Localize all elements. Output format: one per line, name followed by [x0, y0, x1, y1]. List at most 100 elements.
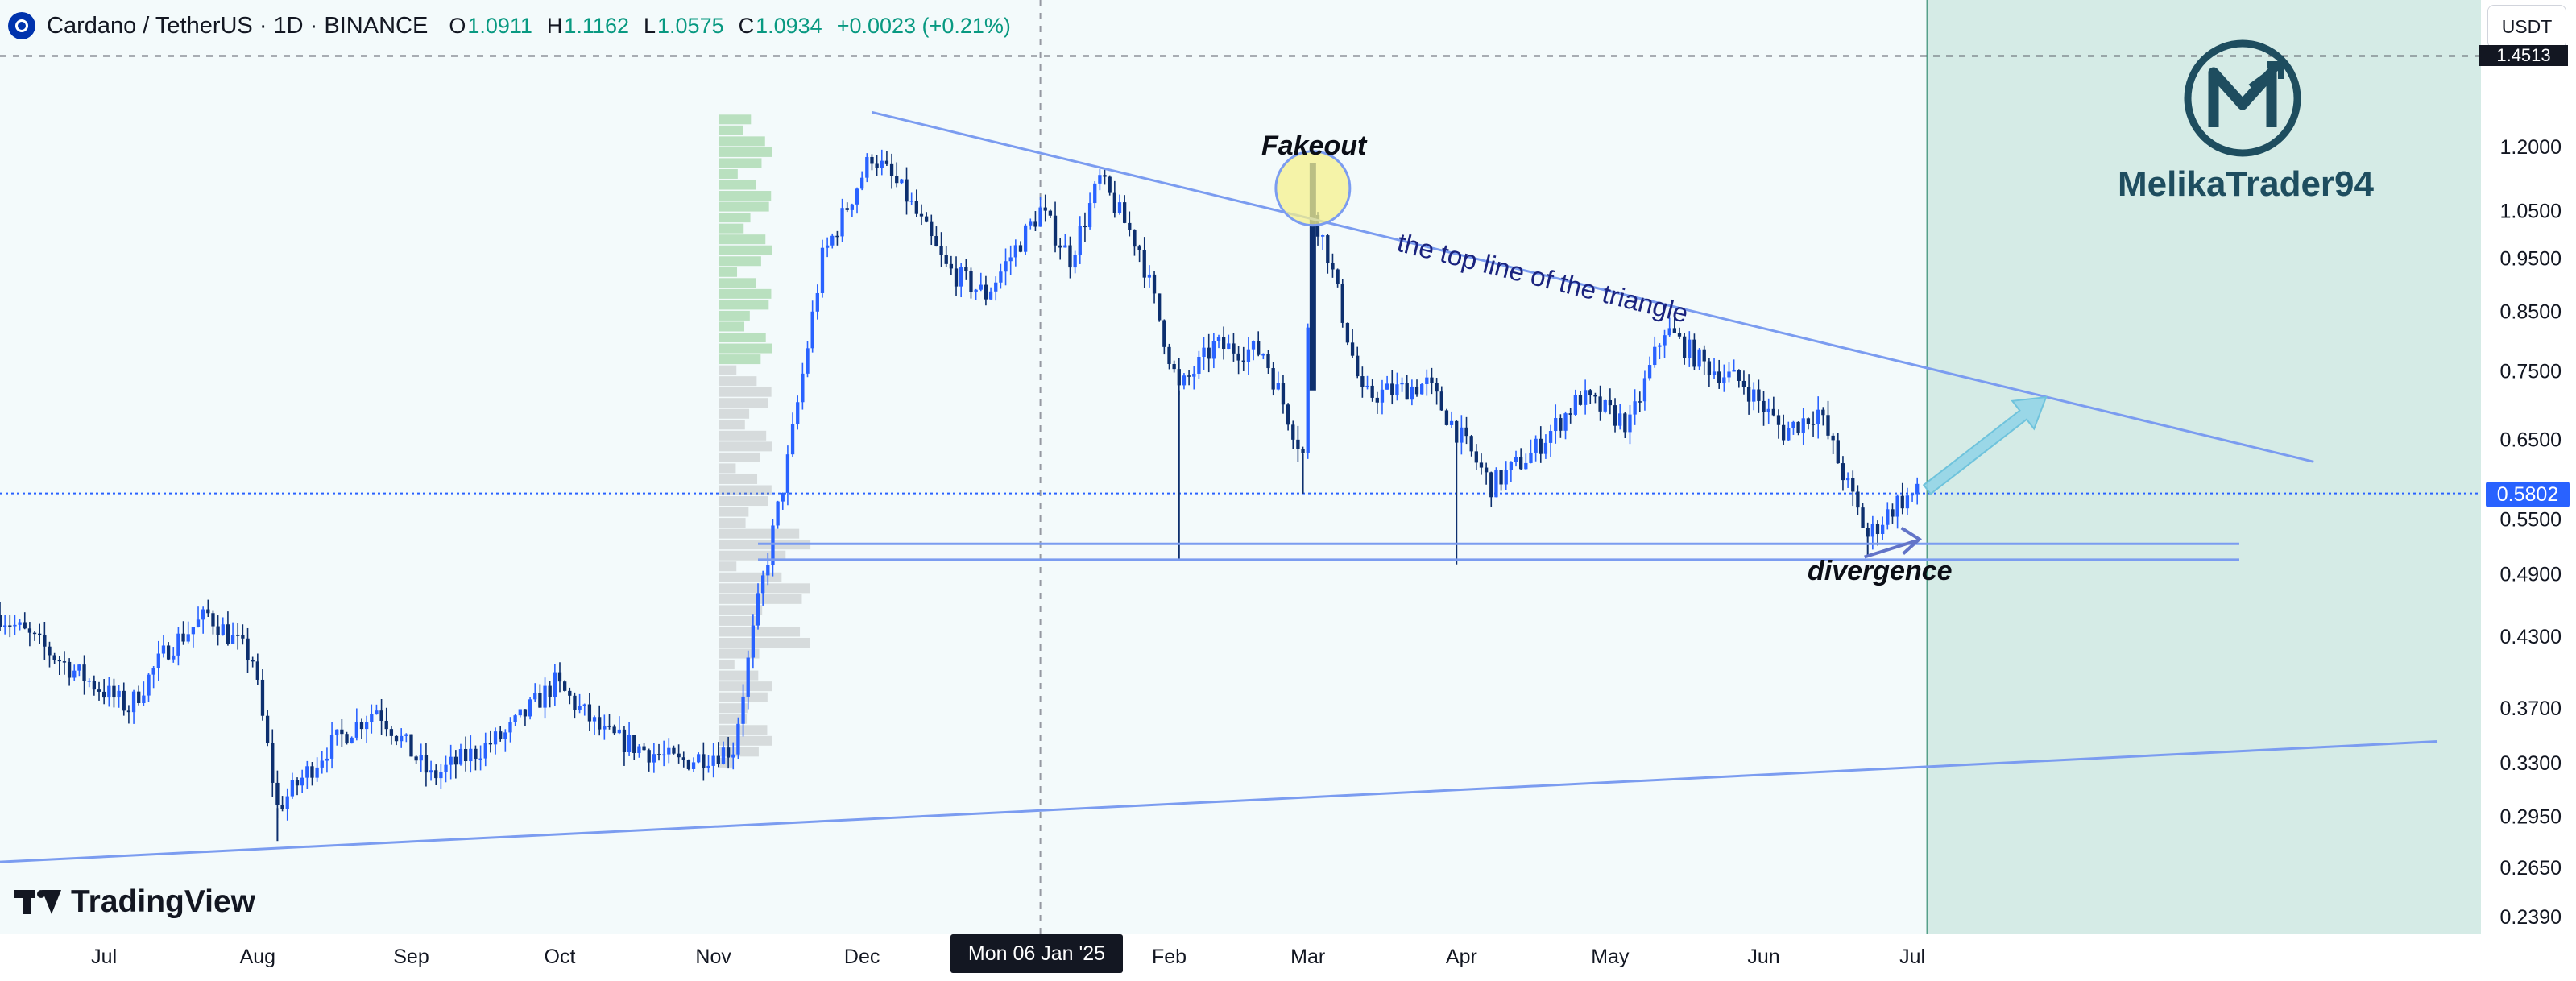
- candle: [1712, 358, 1717, 379]
- candle: [1638, 391, 1642, 412]
- candle: [1608, 388, 1613, 415]
- candle: [1048, 209, 1053, 218]
- candle-body: [429, 770, 433, 773]
- candle: [702, 742, 706, 781]
- low-key: L: [643, 13, 656, 38]
- candle: [1430, 367, 1434, 395]
- currency-button[interactable]: USDT: [2487, 5, 2566, 48]
- candle-body: [1227, 343, 1231, 350]
- candle-body: [156, 653, 160, 668]
- symbol-title[interactable]: Cardano / TetherUS · 1D · BINANCE: [47, 12, 429, 39]
- candle-body: [538, 693, 542, 708]
- candle: [785, 445, 790, 506]
- candle-body: [1236, 353, 1240, 361]
- candle: [840, 198, 844, 242]
- candle-body: [1732, 370, 1736, 372]
- candle-body: [686, 760, 691, 769]
- candle: [1221, 326, 1226, 360]
- candle: [1232, 333, 1236, 362]
- candle: [865, 153, 869, 183]
- price-tick-label: 0.3300: [2500, 752, 2562, 775]
- candle: [0, 602, 2, 631]
- candle: [1464, 416, 1468, 445]
- volume-profile-bar: [719, 343, 772, 354]
- candle-body: [1058, 245, 1062, 248]
- candle-body: [751, 625, 756, 658]
- candle: [697, 752, 701, 764]
- candle-body: [830, 235, 835, 246]
- candle-body: [914, 201, 918, 214]
- candle: [1499, 470, 1503, 491]
- candle-body: [404, 734, 408, 736]
- candle-body: [226, 624, 230, 644]
- candle: [612, 724, 616, 735]
- candle: [578, 693, 582, 714]
- candle: [1821, 407, 1825, 426]
- candle: [1771, 396, 1775, 417]
- candle-body: [1128, 222, 1132, 230]
- close-value: 1.0934: [756, 13, 822, 38]
- candle: [810, 300, 814, 353]
- candle-body: [934, 236, 938, 246]
- candle-body: [1647, 365, 1652, 379]
- volume-profile-bar: [719, 507, 749, 517]
- candle-body: [18, 622, 22, 625]
- volume-profile-bar: [719, 376, 757, 387]
- candle: [1845, 472, 1850, 488]
- candle-body: [1529, 452, 1533, 463]
- candle-body: [1578, 395, 1583, 405]
- candle-body: [1326, 235, 1330, 263]
- volume-profile-bar: [719, 125, 743, 135]
- candle-body: [290, 780, 295, 797]
- candle: [350, 736, 354, 744]
- candle: [1781, 414, 1786, 445]
- candle-body: [1444, 410, 1449, 425]
- candle: [335, 729, 339, 746]
- candle-body: [672, 747, 676, 754]
- candle: [255, 653, 259, 685]
- candle-body: [895, 176, 899, 184]
- candle: [939, 232, 943, 267]
- candle: [557, 662, 562, 693]
- candle: [1207, 333, 1211, 373]
- candle: [236, 623, 240, 650]
- candle-body: [1336, 269, 1340, 284]
- candle-body: [305, 766, 309, 778]
- candle-body: [400, 735, 404, 742]
- candle: [528, 697, 532, 720]
- candle-body: [1851, 478, 1855, 492]
- candle: [1108, 175, 1112, 196]
- candle: [340, 719, 344, 747]
- candle-body: [1013, 245, 1017, 258]
- candle-body: [345, 734, 349, 744]
- candle-body: [1791, 421, 1795, 428]
- candle-body: [508, 722, 512, 733]
- time-tick-label: Oct: [545, 946, 576, 968]
- candle: [731, 742, 735, 770]
- candle-body: [172, 655, 176, 660]
- candle: [474, 745, 478, 771]
- candle: [568, 687, 572, 705]
- time-axis: [0, 934, 2481, 981]
- candle-body: [1152, 274, 1157, 294]
- tradingview-brand[interactable]: TradingView: [14, 884, 255, 920]
- candle-body: [1628, 414, 1632, 433]
- ohlc-change: +0.0023 (+0.21%): [836, 13, 1011, 38]
- candle: [1663, 329, 1667, 358]
- candle-body: [1697, 349, 1701, 367]
- time-tick-label: Feb: [1152, 946, 1187, 968]
- candle: [672, 745, 676, 755]
- candle-body: [23, 622, 27, 629]
- candle-body: [1449, 420, 1454, 425]
- candle-body: [1365, 385, 1369, 387]
- candle-body: [1677, 333, 1682, 337]
- candle: [310, 762, 314, 786]
- candle: [677, 744, 681, 764]
- candle-body: [62, 661, 67, 663]
- candle-body: [553, 672, 557, 697]
- candle: [1633, 389, 1637, 425]
- time-tick-label: Mar: [1290, 946, 1325, 968]
- candle-body: [523, 709, 528, 717]
- candle: [1122, 195, 1127, 224]
